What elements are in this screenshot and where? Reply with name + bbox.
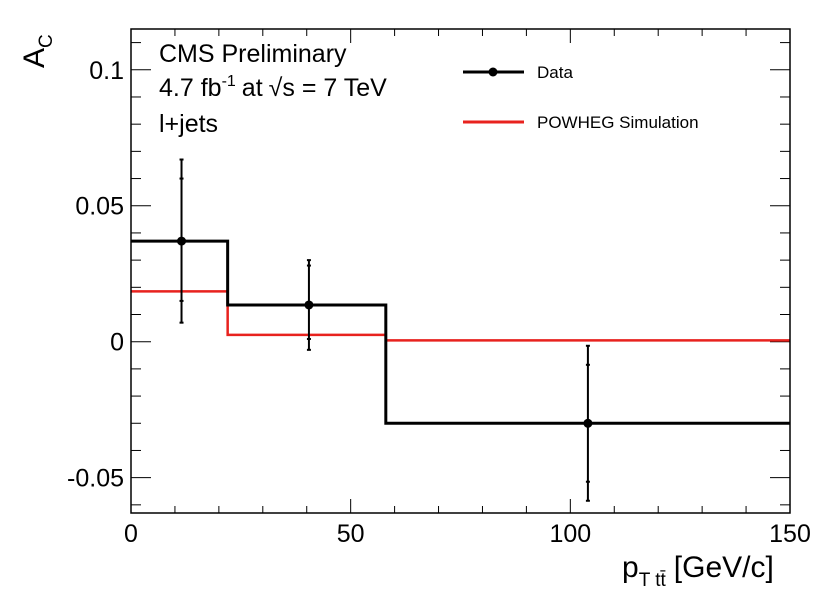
y-tick-label: 0.05 [75, 193, 124, 221]
annotation-lumi-value: 4.7 fb [159, 74, 222, 102]
annotation-lumi-exponent: -1 [222, 73, 236, 90]
annotation-channel: l+jets [159, 110, 218, 138]
y-axis-label-sub: C [36, 34, 57, 48]
x-axis-label: pT tt̄ [GeV/c] [622, 551, 774, 590]
annotation-energy: s = 7 TeV [282, 74, 387, 102]
sim-step-line [131, 290, 790, 342]
y-tick-label: 0.1 [89, 57, 124, 85]
y-axis-label: AC [18, 34, 57, 68]
legend-data-label: Data [537, 63, 573, 82]
svg-text:AC: AC [18, 34, 57, 68]
data-point [177, 236, 187, 246]
legend-data-marker [488, 67, 498, 77]
x-axis-label-main: p [622, 551, 639, 584]
y-tick-label: -0.05 [67, 465, 124, 493]
axis-ticks [130, 29, 791, 513]
data-point [304, 300, 314, 310]
annotation-cms: CMS Preliminary [159, 40, 347, 68]
x-tick-label: 100 [549, 520, 591, 548]
plot-frame [130, 28, 791, 514]
x-axis-label-sub: T tt̄ [639, 570, 667, 590]
x-axis-label-unit: [GeV/c] [674, 551, 774, 584]
legend-sim-label: POWHEG Simulation [537, 113, 699, 132]
x-tick-label: 50 [337, 520, 365, 548]
x-tick-label: 150 [769, 520, 811, 548]
simulation-series [131, 290, 790, 342]
y-tick-label: 0 [110, 329, 124, 357]
annotation-at: at [242, 74, 263, 102]
data-series [131, 158, 790, 502]
legend: Data POWHEG Simulation [463, 63, 699, 132]
annotation-sqrt-icon: √ [269, 74, 283, 102]
y-axis-label-main: A [18, 48, 51, 68]
data-point [583, 418, 593, 428]
annotation-luminosity: 4.7 fb-1 at √s = 7 TeV [159, 73, 387, 102]
x-tick-label: 0 [124, 520, 138, 548]
